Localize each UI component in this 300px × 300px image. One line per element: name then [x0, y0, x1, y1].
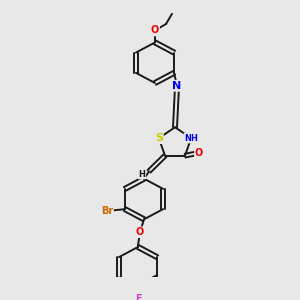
Text: NH: NH	[184, 134, 198, 142]
Text: Br: Br	[101, 206, 113, 216]
Text: O: O	[195, 148, 203, 158]
Text: N: N	[172, 81, 182, 91]
Text: H: H	[139, 169, 145, 178]
Text: F: F	[135, 294, 141, 300]
Text: O: O	[151, 26, 159, 35]
Text: O: O	[136, 227, 144, 237]
Text: S: S	[155, 133, 163, 143]
